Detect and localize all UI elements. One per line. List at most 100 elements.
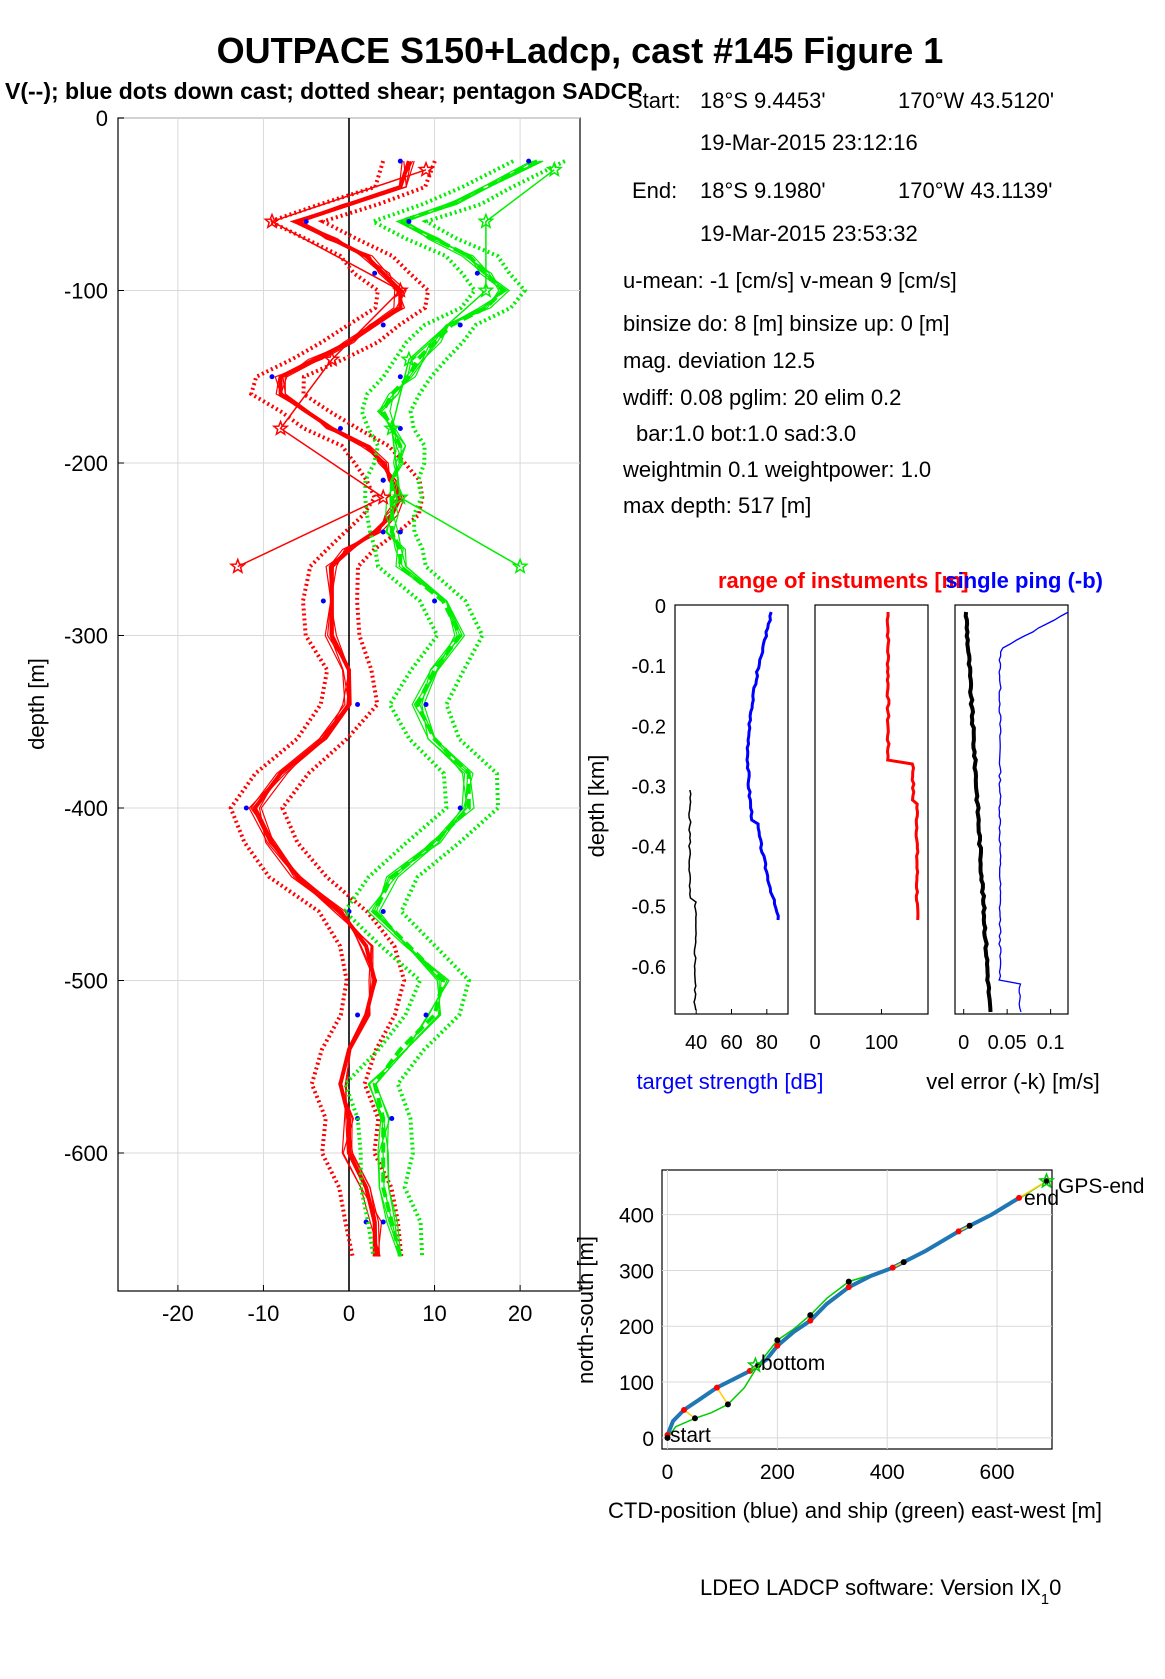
downcast-dot (269, 374, 275, 380)
track-xtick-label: 600 (980, 1461, 1015, 1484)
instrument-panels: range of instuments [m] single ping (-b)… (584, 568, 1103, 1094)
main-xtick-label: 20 (508, 1301, 532, 1326)
sadcp-pentagon (545, 160, 563, 178)
inst-ytick-label: 0 (655, 596, 666, 618)
inst-ytick-label: -0.3 (632, 776, 666, 798)
main-ytick-label: -500 (64, 969, 108, 994)
end-lon: 170°W 43.1139' (898, 178, 1052, 203)
main-ylabel: depth [m] (24, 658, 49, 750)
target-strength-line (745, 611, 780, 921)
vel-error-line (963, 611, 993, 1013)
inst-xtick-label: 0 (958, 1032, 969, 1054)
downcast-dot (355, 1012, 361, 1018)
track-ytick-label: 100 (619, 1372, 654, 1395)
inst-panel-frame (674, 604, 789, 1015)
start-label: Start: (628, 88, 681, 113)
main-xtick-label: -10 (248, 1301, 280, 1326)
sadcp-pentagon (263, 212, 281, 229)
ship-marker (845, 1278, 852, 1285)
track-grid: 0 200 400 600 0 100 200 300 400 (619, 1170, 1052, 1484)
ctd-marker (889, 1264, 896, 1271)
u-shear-envelope (228, 160, 386, 1257)
track-gps-end-label: GPS-end (1058, 1175, 1144, 1198)
cast-info: Start: 18°S 9.4453' 170°W 43.5120' 19-Ma… (622, 88, 1054, 518)
inst-ytick-label: -0.4 (632, 837, 666, 859)
black-range-line (688, 789, 697, 1011)
ctd-marker (713, 1384, 720, 1391)
main-ticks: -20 -10 0 10 200-100-200-300-400-500-600 (64, 106, 532, 1326)
downcast-dot (526, 158, 532, 164)
track-xlabel: CTD-position (blue) and ship (green) eas… (608, 1498, 1102, 1523)
ctd-track-line (665, 1196, 1021, 1436)
ctd-marker (1016, 1194, 1023, 1201)
main-ytick-label: -400 (64, 796, 108, 821)
downcast-dot (397, 374, 403, 380)
inst-panel-group: 0 -0.1 -0.2 -0.3 -0.4 -0.5 -0.6 40 60 80 0 100 0 0.05… (632, 596, 1069, 1054)
track-ytick-label: 400 (619, 1205, 654, 1228)
main-ytick-label: -600 (64, 1141, 108, 1166)
ctd-ship-link (716, 1387, 729, 1405)
sadcp-pentagon (511, 557, 529, 574)
inst-panel-frame (814, 604, 929, 1015)
track-xtick-label: 200 (760, 1461, 795, 1484)
target-strength-label: target strength [dB] (636, 1069, 823, 1094)
ship-marker (724, 1401, 731, 1408)
downcast-dot (423, 1012, 429, 1018)
ship-marker (1043, 1178, 1050, 1185)
inst-title-ping: single ping (-b) (945, 568, 1103, 593)
sadcp-pentagon (417, 160, 435, 178)
v-shear-envelope (342, 159, 515, 1257)
downcast-dot (380, 1219, 386, 1225)
u-shear-envelope (280, 160, 437, 1257)
end-lat: 18°S 9.1980' (700, 178, 826, 203)
track-end-label: end (1024, 1187, 1059, 1210)
downcast-dot (303, 219, 309, 224)
ctd-marker (680, 1406, 687, 1413)
gps-end-marker (1037, 1172, 1056, 1189)
ctd-marker (807, 1317, 814, 1324)
ship-marker (966, 1222, 973, 1229)
main-xtick-label: 10 (422, 1301, 446, 1326)
figure-title: OUTPACE S150+Ladcp, cast #145 Figure 1 (217, 30, 944, 71)
inst-ytick-label: -0.2 (632, 716, 666, 738)
ship-marker (691, 1415, 698, 1422)
inst-xtick-label: 60 (720, 1032, 742, 1054)
ship-marker (774, 1337, 781, 1344)
inst-ylabel: depth [km] (584, 755, 609, 858)
track-xtick-label: 0 (662, 1461, 674, 1484)
track-ylabel: north-south [m] (573, 1236, 598, 1384)
inst-title-range: range of instuments [m] (718, 568, 969, 593)
downcast-dot (432, 598, 438, 604)
inst-xtick-label: 0.1 (1037, 1032, 1065, 1054)
inst-ytick-label: -0.5 (632, 897, 666, 919)
downcast-dot (423, 702, 429, 707)
inst-xtick-label: 40 (685, 1032, 707, 1054)
main-series (228, 118, 566, 1291)
ship-marker (900, 1259, 907, 1266)
downcast-dot (337, 426, 343, 431)
sadcp-pentagon (477, 281, 495, 298)
sadcp-v-line (391, 169, 555, 568)
downcast-dot (389, 1116, 395, 1121)
main-ytick-label: -100 (64, 279, 108, 304)
start-time: 19-Mar-2015 23:12:16 (700, 130, 918, 155)
downcast-dot (397, 426, 403, 431)
downcast-dot (397, 529, 403, 535)
max-depth: max depth: 517 [m] (623, 493, 811, 518)
track-ytick-label: 300 (619, 1260, 654, 1283)
mean-velocity: u-mean: -1 [cm/s] v-mean 9 [cm/s] (623, 268, 957, 293)
downcast-dot (457, 805, 463, 811)
track-ytick-label: 200 (619, 1316, 654, 1339)
main-ytick-label: -200 (64, 451, 108, 476)
downcast-dot (457, 322, 463, 328)
start-lat: 18°S 9.4453' (700, 88, 826, 113)
ctd-ship-link (1018, 1180, 1047, 1199)
velocity-profile-plot: -20 -10 0 10 200-100-200-300-400-500-600 dep… (24, 106, 581, 1326)
bar-params: bar:1.0 bot:1.0 sad:3.0 (636, 421, 856, 446)
software-version: LDEO LADCP software: Version IX10 (700, 1575, 1061, 1608)
binsize: binsize do: 8 [m] binsize up: 0 [m] (623, 311, 950, 336)
downcast-dot (320, 598, 326, 604)
end-label: End: (632, 178, 677, 203)
inst-xtick-label: 100 (865, 1032, 898, 1054)
track-series (664, 1172, 1056, 1441)
